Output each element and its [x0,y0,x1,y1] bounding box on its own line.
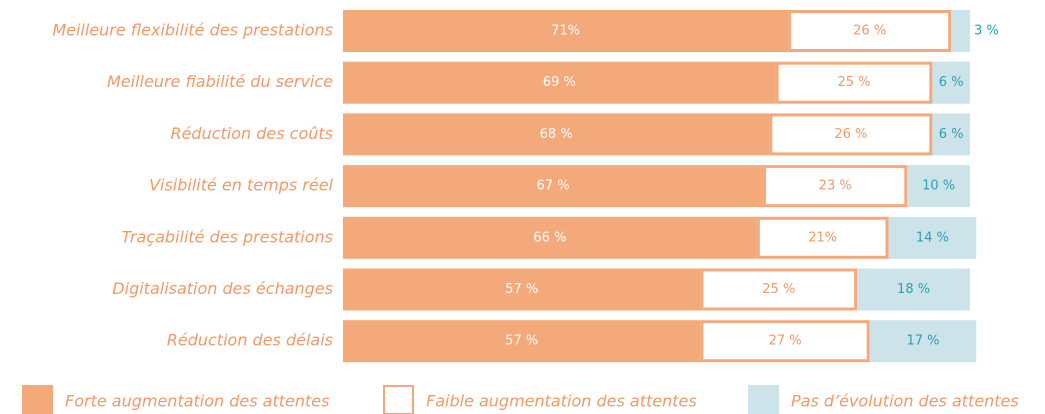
bar-segment [888,216,977,259]
value-label: 71% [551,24,580,39]
bar-segment [763,165,908,208]
category-label: Visibilité en temps réel [149,176,333,195]
value-label: 14 % [916,230,949,245]
value-label: 18 % [897,282,930,297]
value-label: 17 % [906,334,939,349]
value-label: 68 % [540,127,573,142]
legend-label: Pas d’évolution des attentes [791,392,1019,411]
category-label: Réduction des délais [167,331,333,350]
value-label: 67 % [537,179,570,194]
bar-segment [857,268,970,311]
value-label: 26 % [853,24,886,39]
value-label: 23 % [819,179,852,194]
bar-segment [343,268,701,311]
value-label: 21% [808,230,837,245]
legend-swatch [748,385,779,414]
legend-swatch [22,385,53,414]
bar-segment [775,61,933,104]
legend-swatch [383,385,414,414]
value-label: 25 % [837,75,870,90]
legend-label: Forte augmentation des attentes [65,392,329,411]
bar-segment [951,10,970,52]
bar-segment [932,61,970,104]
category-label: Traçabilité des prestations [121,227,333,246]
category-label: Digitalisation des échanges [112,279,333,298]
bar-segment [788,10,952,52]
bar-segment [932,113,970,156]
bar-segment [700,268,858,311]
value-label: 3 % [974,24,999,39]
value-label: 57 % [505,282,538,297]
bar-segment [343,320,701,363]
bar-segment [343,10,789,52]
value-label: 69 % [543,75,576,90]
value-label: 26 % [834,127,867,142]
bar-segment [769,113,933,156]
value-label: 57 % [505,334,538,349]
bar-segment [343,113,770,156]
bar-segment [343,216,757,259]
bar-segment [756,216,889,259]
bar-segment [343,61,776,104]
category-label: Réduction des coûts [170,124,333,143]
value-label: 66 % [533,230,566,245]
bar-segment [869,320,977,363]
legend-label: Faible augmentation des attentes [426,392,697,411]
bar-segment [907,165,970,208]
bar-segment [700,320,870,363]
value-label: 25 % [762,282,795,297]
bar-segment [343,165,764,208]
value-label: 10 % [922,179,955,194]
value-label: 6 % [939,75,964,90]
category-label: Meilleure fiabilité du service [107,72,333,91]
category-label: Meilleure flexibilité des prestations [52,21,333,40]
value-label: 6 % [939,127,964,142]
value-label: 27 % [769,334,802,349]
